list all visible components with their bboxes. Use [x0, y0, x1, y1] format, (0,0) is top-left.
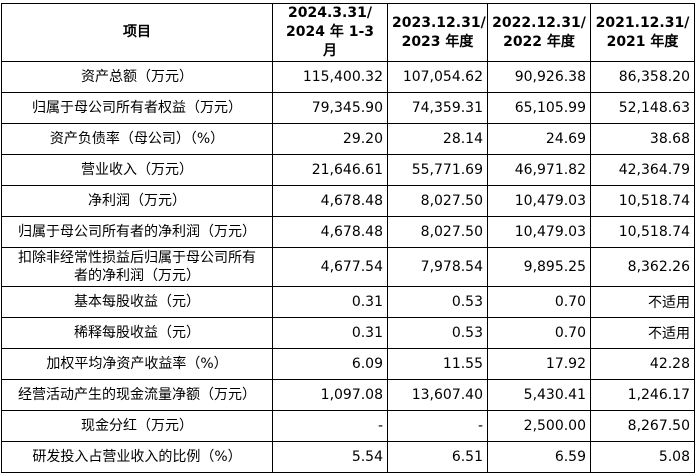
value-cell: 42,364.79 [590, 154, 695, 186]
header-cell: 2024.3.31/2024 年 1-3 月 [272, 3, 388, 62]
row-label: 基本每股收益（元） [1, 286, 273, 318]
value-cell: 52,148.63 [590, 92, 695, 124]
value-cell: 42.28 [590, 348, 695, 380]
row-label: 现金分红（万元） [1, 410, 273, 442]
value-cell: 29.20 [272, 123, 388, 155]
value-cell: 74,359.31 [387, 92, 488, 124]
value-cell: 86,358.20 [590, 61, 695, 93]
row-label: 经营活动产生的现金流量净额（万元） [1, 379, 273, 411]
header-text: 2023 年度 [401, 33, 474, 50]
value-cell: 10,479.03 [487, 216, 591, 248]
value-cell: 90,926.38 [487, 61, 591, 93]
value-cell: 24.69 [487, 123, 591, 155]
table-row: 现金分红（万元） - -2,500.00 8,267.50 [1, 410, 695, 442]
value-cell: 5,430.41 [487, 379, 591, 411]
value-cell: 2,500.00 [487, 410, 591, 442]
value-cell: 10,518.74 [590, 216, 695, 248]
header-text: 2022.12.31/ [492, 14, 586, 31]
value-cell: 8,027.50 [387, 216, 488, 248]
table-row: 资产总额（万元） 115,400.32 107,054.62 90,926.38 86,… [1, 61, 695, 93]
value-cell: 4,678.48 [272, 185, 388, 217]
header-text: 2022 年度 [503, 33, 575, 50]
value-cell: 1,097.08 [272, 379, 388, 411]
value-cell: 0.31 [272, 286, 388, 318]
header-text: 2024.3.31/ [288, 5, 372, 21]
value-cell: 7,978.54 [387, 247, 488, 287]
header-cell: 2021.12.31/2021 年度 [590, 3, 695, 62]
header-text: 2021 年度 [606, 33, 679, 50]
row-label: 归属于母公司所有者权益（万元） [1, 92, 273, 124]
value-cell: 不适用 [590, 317, 695, 349]
value-cell: 13,607.40 [387, 379, 488, 411]
header-text: 项目 [123, 24, 151, 40]
table-body: 资产总额（万元） 115,400.32 107,054.62 90,926.38 86,… [1, 61, 695, 473]
value-cell: 8,027.50 [387, 185, 488, 217]
value-cell: 38.68 [590, 123, 695, 155]
header-cell: 2022.12.31/2022 年度 [487, 3, 591, 62]
value-cell: 11.55 [387, 348, 488, 380]
value-cell: 6.09 [272, 348, 388, 380]
value-cell: 79,345.90 [272, 92, 388, 124]
header-cell: 项目 [1, 3, 273, 62]
value-cell: 46,971.82 [487, 154, 591, 186]
value-cell: 65,105.99 [487, 92, 591, 124]
value-cell: 9,895.25 [487, 247, 591, 287]
row-label: 归属于母公司所有者的净利润（万元） [1, 216, 273, 248]
value-cell: - [272, 410, 388, 442]
header-row: 项目 2024.3.31/2024 年 1-3 月 2023.12.31/2023 … [1, 3, 695, 62]
row-label: 资产总额（万元） [1, 61, 273, 93]
value-cell: 10,479.03 [487, 185, 591, 217]
table-row: 归属于母公司所有者权益（万元） 79,345.90 74,359.31 65,105.… [1, 92, 695, 124]
table-row: 加权平均净资产收益率（%） 6.09 11.55 17.92 42.28 [1, 348, 695, 380]
value-cell: 0.70 [487, 317, 591, 349]
table-row: 资产负债率（母公司）（%） 29.20 28.14 24.69 38.68 [1, 123, 695, 155]
value-cell: 21,646.61 [272, 154, 388, 186]
row-label: 资产负债率（母公司）（%） [1, 123, 273, 155]
header-text: 2021.12.31/ [595, 14, 690, 31]
value-cell: 8,362.26 [590, 247, 695, 287]
value-cell: 0.31 [272, 317, 388, 349]
table-row: 经营活动产生的现金流量净额（万元） 1,097.08 13,607.40 5,430.… [1, 379, 695, 411]
value-cell: 107,054.62 [387, 61, 488, 93]
header-cell: 2023.12.31/2023 年度 [387, 3, 488, 62]
value-cell: 0.70 [487, 286, 591, 318]
value-cell: 4,678.48 [272, 216, 388, 248]
row-label: 扣除非经常性损益后归属于母公司所有者的净利润（万元） [1, 247, 273, 287]
table-row: 扣除非经常性损益后归属于母公司所有者的净利润（万元） 4,677.54 7,978.… [1, 247, 695, 287]
table-row: 归属于母公司所有者的净利润（万元） 4,678.48 8,027.50 10,479.… [1, 216, 695, 248]
row-label: 营业收入（万元） [1, 154, 273, 186]
value-cell: - [387, 410, 488, 442]
table-row: 净利润（万元） 4,678.48 8,027.50 10,479.03 10,518.7… [1, 185, 695, 217]
value-cell: 10,518.74 [590, 185, 695, 217]
header-text: 2023.12.31/ [392, 14, 486, 31]
header-text: 2024 年 1-3 月 [285, 24, 374, 59]
value-cell: 0.53 [387, 286, 488, 318]
page: {"table": { "header": [ ["项目"], ["2024.3… [0, 3, 700, 473]
value-cell: 1,246.17 [590, 379, 695, 411]
value-cell: 115,400.32 [272, 61, 388, 93]
table-row: 基本每股收益（元） 0.31 0.53 0.70 不适用 [1, 286, 695, 318]
value-cell: 55,771.69 [387, 154, 488, 186]
table-row: 营业收入（万元） 21,646.61 55,771.69 46,971.82 42,36… [1, 154, 695, 186]
row-label: 加权平均净资产收益率（%） [1, 348, 273, 380]
table-row: 稀释每股收益（元） 0.31 0.53 0.70 不适用 [1, 317, 695, 349]
row-label: 净利润（万元） [1, 185, 273, 217]
row-label: 稀释每股收益（元） [1, 317, 273, 349]
value-cell: 28.14 [387, 123, 488, 155]
value-cell: 4,677.54 [272, 247, 388, 287]
value-cell: 17.92 [487, 348, 591, 380]
data-table: 项目 2024.3.31/2024 年 1-3 月 2023.12.31/2023 … [1, 3, 695, 473]
value-cell: 0.53 [387, 317, 488, 349]
value-cell: 8,267.50 [590, 410, 695, 442]
value-cell: 不适用 [590, 286, 695, 318]
